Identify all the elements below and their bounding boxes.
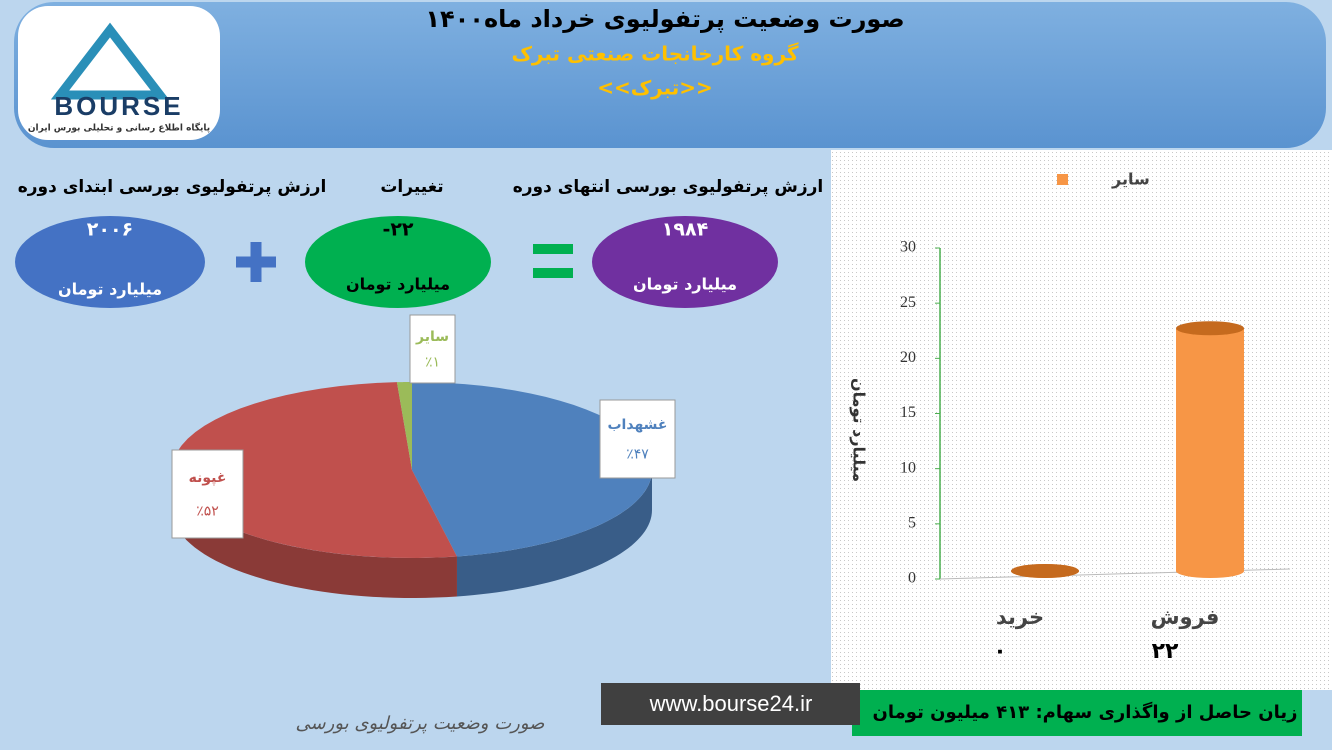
header-band [14,2,1326,148]
summary-unit: میلیارد تومان [633,275,737,294]
x-tick-label: فروش [1151,605,1220,629]
summary-label: تغییرات [380,177,443,197]
logo-mark [50,22,170,100]
y-tick-label: 20 [900,349,916,366]
summary-value: -۲۲ [382,219,413,241]
bar [1176,328,1244,571]
bar-top [1176,321,1244,336]
bar-value-label: ۲۲ [1152,639,1179,664]
summary-unit: میلیارد تومان [58,280,162,299]
plus-sign [236,242,276,282]
pie-label: سایر [415,329,449,345]
x-tick-label: خرید [996,605,1044,629]
url[interactable]: www.bourse24.ir [649,691,813,716]
pie-value-label: ٪۵۲ [196,504,219,520]
pie-label: غپونه [189,470,227,486]
logo-name: BOURSE [54,91,183,121]
y-tick-label: 0 [908,570,916,587]
pie-label-box [599,399,676,479]
y-tick-label: 25 [900,294,916,311]
equals-sign [533,244,573,278]
charts: غشهداب ٪۴۷ غپونه ٪۵۲ سایر ٪۱ 0 5 10 15 20 25 30 میلیا… [171,170,1291,664]
logo-tagline: پایگاه اطلاع رسانی و تحلیلی بورس ایران [28,122,210,134]
result-text: زیان حاصل از واگذاری سهام: ۴۱۳ میلیون تو… [873,701,1298,723]
logo-box [18,6,220,140]
caption: صورت وضعیت پرتفولیوی بورسی [296,713,546,734]
pie-label-box [171,449,244,539]
title: صورت وضعیت پرتفولیوی خرداد ماه۱۴۰۰ [425,5,904,33]
pie-label-box [409,314,456,384]
legend-swatch [1057,174,1068,185]
pie-slice-side [456,470,652,597]
bar-value-label: ۰ [993,639,1006,664]
y-tick-label: 10 [900,459,916,476]
y-tick-label: 5 [908,515,916,532]
summary-value: ۲۰۰۶ [87,219,133,241]
legend-label: سایر [1111,170,1150,189]
summary-unit: میلیارد تومان [346,275,450,294]
summary-label: ارزش پرتفولیوی بورسی ابتدای دوره [18,177,327,197]
pie-label: غشهداب [607,417,667,433]
pie-value-label: ٪۴۷ [626,447,649,463]
pie-slice [412,382,652,557]
subtitle: گروه کارخانجات صنعتی تبرک [511,42,798,66]
result-box [852,690,1302,736]
bar-top [1011,564,1079,578]
pie-value-label: ٪۱ [425,355,440,371]
pie-slice [396,382,412,470]
bar-panel [831,150,1332,690]
summary-oval [592,216,778,308]
summary-oval [15,216,205,308]
symbol: <<تبرک>> [597,76,713,100]
summary-label: ارزش پرتفولیوی بورسی انتهای دوره [513,177,824,197]
url-box [601,683,860,725]
y-tick-label: 30 [900,239,916,256]
summary-value: ۱۹۸۴ [662,219,708,241]
pie-slice-side [172,470,457,598]
y-tick-label: 15 [900,404,916,421]
y-axis-label: میلیارد تومان [850,378,869,482]
summary-oval [305,216,491,308]
